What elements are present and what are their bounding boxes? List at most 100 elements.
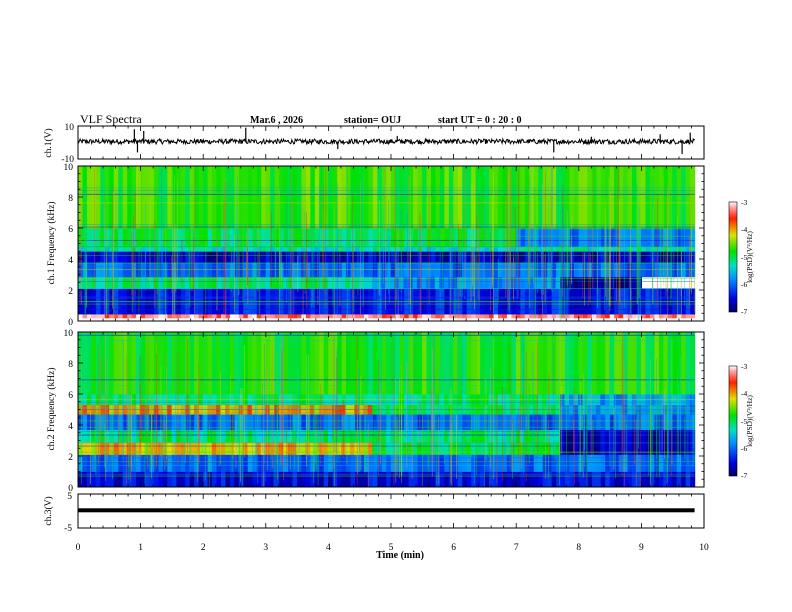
ch1-waveform-ticks [77,126,705,159]
sp2-cell-978 [265,332,271,395]
sp2-cell-93 [493,471,499,487]
sp1-cell-853 [243,228,249,247]
sp2-cell-87 [466,471,472,487]
sp1-cell-875 [341,228,347,247]
sp2-cell-633 [573,414,580,431]
sp1-cell-849 [225,228,231,247]
sp1-cell-903 [467,228,473,247]
sp2-cell-511 [645,429,651,455]
sp1-cell-507 [547,262,553,278]
sp1-cell-862 [283,228,289,247]
sp2-cell-983 [288,332,294,395]
sp2-cell-618 [506,414,513,431]
sp2-cell-262 [632,454,638,472]
sp2-cell-303 [198,442,204,455]
sp2-cell-30 [212,471,218,487]
sp2-cell-613 [484,414,490,431]
sp1-cell-445 [270,262,276,278]
sp2-cell-976 [256,332,262,395]
sp1-cell-973 [162,166,168,229]
sp1-cell-32 [220,314,227,319]
sp2-cell-352 [416,442,423,455]
sp2-cell-1072 [685,332,691,395]
ch3-waveform-trace [78,508,695,513]
sp2-cell-122 [623,471,629,487]
sp2-cell-277 [82,442,88,455]
sp1-cell-115 [591,314,597,319]
sp1-cell-119 [609,314,615,319]
sp2-cell-1063 [645,332,651,395]
sp1-cell-377 [528,276,534,289]
sp2-cell-259 [618,454,624,472]
sp1-cell-81 [439,314,445,319]
sp1-cell-628 [471,251,477,263]
sp2-ytick-8: 8 [68,360,73,370]
sp1-cell-742 [363,246,370,252]
sp1-cell-818 [86,228,93,247]
sp1-cell-521 [609,262,615,278]
sp1-cell-60 [346,314,352,319]
sp1-cell-695 [153,246,160,252]
sp2-cell-59 [341,471,347,487]
sp2-cell-599 [422,414,428,431]
sp1-cell-466 [363,262,370,278]
sp1-cell-948 [667,228,673,247]
ch1-spectrogram-ticks [77,165,705,322]
sp2-cell-606 [453,414,459,431]
sp2-cell-314 [247,442,253,455]
sp1-cell-882 [373,228,379,247]
sp2-ytick-10: 10 [64,329,74,339]
sp1-cell-633 [493,251,499,263]
sp1-cell-888 [399,228,406,247]
sp2-cell-969 [225,332,231,395]
sp2-cell-949 [136,332,142,395]
sp1-cell-763 [457,246,463,252]
sp2-cell-77 [422,471,428,487]
sp1-cell-924 [560,228,566,247]
sp1-cell-276 [78,276,84,289]
sp2-cell-1014 [426,332,432,395]
sp1-cell-288 [131,276,137,289]
sp1-cell-513 [573,262,580,278]
sp2-cell-628 [551,414,557,431]
sp1-cell-387 [573,276,579,289]
sp1-cell-493 [484,262,490,278]
sp1-cell-600 [346,251,352,263]
sp1-cell-1022 [381,166,387,229]
sp2-cell-624 [533,414,539,431]
sp1-cell-1030 [417,166,423,229]
sp1-cell-96 [506,314,513,319]
sp2-cell-640 [605,414,611,431]
sp2-cell-645 [627,414,633,431]
sp1-cell-111 [573,314,580,319]
sp1-cell-991 [243,166,249,229]
sp1-cell-1003 [296,166,303,229]
sp1-cell-1014 [346,166,352,229]
sp1-cell-1065 [573,166,580,229]
sp1-cell-656 [596,251,602,263]
sp1-cell-282 [104,276,110,289]
sp1-cell-895 [431,228,437,247]
sp1-cell-951 [681,228,687,247]
sp2-cell-1021 [457,332,463,395]
sp1-cell-313 [242,276,248,289]
sp1-cell-1 [82,314,88,319]
sp2-cell-1037 [529,332,535,395]
sp1-cell-114 [587,314,593,319]
sp1-cell-566 [194,251,200,263]
sp2-cell-369 [492,442,499,455]
sp2-cell-939 [91,332,97,395]
sp2-cell-4 [95,471,101,487]
sp2-cell-514 [658,429,664,455]
sp2-cell-125 [636,471,642,487]
sp2-cell-609 [466,414,472,431]
sp1-cell-110 [569,314,575,319]
sp2-cell-43 [270,471,276,487]
sp1-cell-7 [109,314,115,319]
sp1-cell-484 [444,262,450,278]
sp2-cell-315 [251,442,257,455]
sp2-cell-112 [578,471,584,487]
sp1-cell-646 [551,251,557,263]
sp1-cell-134 [676,314,682,319]
sp1-cell-988 [229,166,235,229]
